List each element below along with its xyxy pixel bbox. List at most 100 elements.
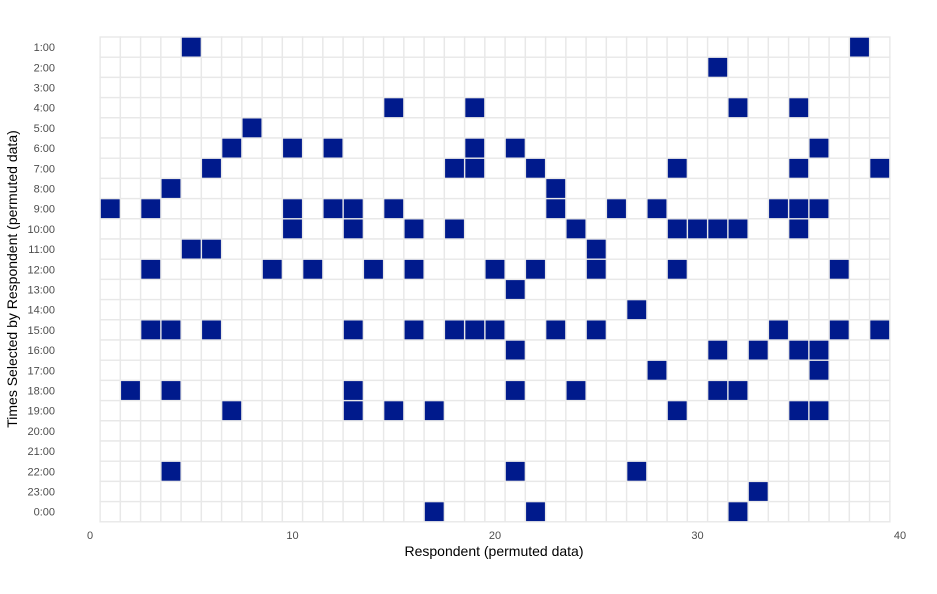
grid-cell [119, 218, 142, 240]
grid-cell [484, 359, 506, 382]
grid-cell [727, 278, 749, 301]
grid-cell [747, 440, 770, 462]
grid-cell [767, 480, 790, 503]
grid-cell [747, 278, 770, 301]
heatmap-cell-selected [404, 259, 424, 279]
heatmap-cell-selected [222, 401, 242, 421]
y-tick-label: 13:00 [27, 285, 55, 297]
grid-cell [848, 379, 871, 402]
grid-cell [504, 177, 527, 200]
grid-cell [828, 278, 851, 301]
grid-cell [524, 420, 547, 442]
heatmap-cell-selected [141, 259, 161, 279]
grid-cell [119, 76, 142, 99]
grid-cell [484, 36, 506, 58]
grid-cell [686, 460, 709, 483]
grid-cell [605, 96, 628, 119]
heatmap-cell-selected [728, 98, 748, 118]
heatmap-cell-selected [627, 300, 647, 320]
grid-cell [625, 420, 648, 442]
grid-cell [160, 36, 182, 58]
grid-cell [706, 420, 729, 442]
grid-cell [342, 56, 365, 79]
grid-cell [585, 399, 608, 422]
grid-cell [484, 460, 506, 483]
grid-cell [868, 36, 891, 58]
grid-cell [99, 218, 122, 240]
grid-cell [848, 96, 871, 119]
grid-cell [281, 56, 304, 79]
grid-cell [524, 76, 547, 99]
grid-cell [180, 197, 203, 220]
grid-cell [565, 278, 587, 301]
grid-cell [544, 218, 567, 240]
grid-cell [625, 117, 648, 139]
heatmap-cell-selected [728, 219, 748, 239]
y-tick-label: 7:00 [34, 163, 55, 175]
grid-cell [605, 440, 628, 462]
grid-cell [281, 339, 304, 361]
grid-cell [301, 440, 324, 462]
grid-cell [544, 379, 567, 402]
grid-cell [99, 238, 122, 260]
grid-cell [524, 117, 547, 139]
grid-cell [200, 359, 223, 382]
grid-cell [322, 218, 344, 240]
grid-cell [808, 319, 830, 341]
grid-cell [625, 177, 648, 200]
grid-cell [484, 218, 506, 240]
grid-cell [544, 238, 567, 260]
grid-cell [301, 278, 324, 301]
grid-cell [99, 359, 122, 382]
grid-cell [868, 117, 891, 139]
grid-cell [403, 238, 425, 260]
grid-cell [139, 298, 162, 321]
grid-cell [423, 96, 446, 119]
grid-cell [160, 76, 182, 99]
grid-cell [787, 480, 810, 503]
grid-cell [423, 258, 446, 281]
grid-cell [322, 359, 344, 382]
grid-cell [646, 218, 668, 240]
grid-cell [504, 76, 527, 99]
grid-cell [403, 56, 425, 79]
grid-cell [200, 379, 223, 402]
grid-cell [200, 137, 223, 159]
grid-cell [767, 218, 790, 240]
y-tick-label: 23:00 [27, 487, 55, 499]
grid-cell [808, 56, 830, 79]
grid-cell [443, 278, 466, 301]
grid-cell [241, 379, 263, 402]
grid-cell [362, 157, 385, 180]
heatmap-cell-selected [161, 320, 181, 340]
heatmap-cell-selected [505, 138, 525, 158]
grid-cell [139, 278, 162, 301]
grid-cell [139, 117, 162, 139]
grid-cell [706, 278, 729, 301]
grid-cell [382, 500, 405, 523]
grid-cell [281, 177, 304, 200]
grid-cell [544, 56, 567, 79]
grid-cell [220, 460, 243, 483]
grid-cell [646, 339, 668, 361]
grid-cell [686, 420, 709, 442]
grid-cell [301, 379, 324, 402]
grid-cell [808, 157, 830, 180]
grid-cell [686, 177, 709, 200]
grid-cell [139, 56, 162, 79]
grid-cell [322, 500, 344, 523]
grid-cell [403, 359, 425, 382]
heatmap-cell-selected [262, 259, 282, 279]
heatmap-cell-selected [526, 259, 545, 279]
grid-cell [180, 177, 203, 200]
heatmap-cell-selected [809, 138, 829, 158]
grid-cell [605, 56, 628, 79]
heatmap-cell-selected [809, 340, 829, 360]
grid-cell [99, 137, 122, 159]
grid-cell [180, 56, 203, 79]
grid-cell [605, 460, 628, 483]
grid-cell [524, 177, 547, 200]
grid-cell [241, 197, 263, 220]
grid-cell [99, 440, 122, 462]
